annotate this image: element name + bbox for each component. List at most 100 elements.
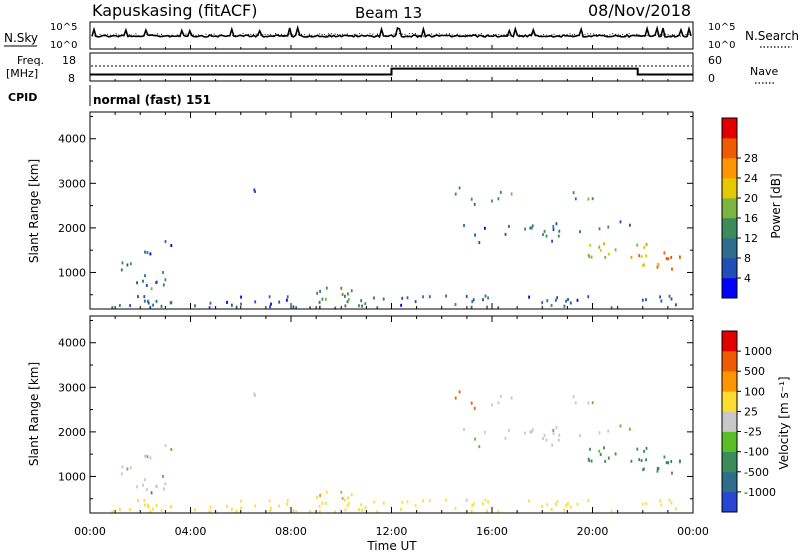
- scatter-cell: [587, 457, 590, 461]
- scatter-cell: [667, 461, 670, 465]
- scatter-cell: [552, 225, 555, 228]
- scatter-cell: [599, 453, 602, 456]
- scatter-cell: [569, 301, 572, 305]
- scatter-cell: [321, 501, 324, 505]
- scatter-cell: [551, 443, 553, 447]
- scatter-cell: [319, 289, 321, 293]
- scatter-cell: [546, 299, 549, 303]
- scatter-cell: [111, 306, 114, 310]
- scatter-cell: [542, 233, 544, 237]
- scatter-cell: [576, 502, 579, 506]
- scatter-cell: [295, 306, 298, 310]
- scatter-cell: [325, 490, 328, 494]
- scatter-cell: [531, 428, 534, 432]
- scatter-cell: [454, 303, 457, 306]
- scatter-cell: [286, 298, 288, 302]
- scatter-cell: [660, 299, 663, 303]
- scatter-cell: [454, 396, 457, 400]
- scatter-cell: [144, 274, 146, 278]
- scatter-cell: [589, 243, 591, 247]
- colorbar-frame: [721, 330, 738, 513]
- scatter-cell: [638, 254, 641, 258]
- scatter-cell: [541, 301, 544, 305]
- scatter-cell: [528, 295, 530, 299]
- scatter-cell: [542, 437, 544, 441]
- scatter-cell: [604, 459, 607, 463]
- scatter-cell: [253, 392, 256, 396]
- scatter-cell: [556, 500, 559, 504]
- scatter-cell: [670, 460, 673, 463]
- x-tick-label: 00:00: [677, 525, 709, 538]
- velocity-colorbar: 1000 500 100 25 -25 -100 -500 -1000: [721, 330, 776, 513]
- colorbar-segment: [722, 198, 737, 219]
- scatter-cell: [563, 304, 566, 308]
- noise-left-tick-bottom: 10^0: [50, 40, 77, 51]
- scatter-cell: [645, 298, 647, 302]
- scatter-cell: [358, 508, 360, 512]
- scatter-cell: [136, 281, 138, 285]
- colorbar-tick-label: -25: [744, 426, 762, 439]
- scatter-cell: [208, 306, 211, 310]
- scatter-cell: [319, 493, 321, 497]
- scatter-cell: [667, 257, 670, 261]
- scatter-cell: [630, 255, 633, 259]
- scatter-cell: [361, 508, 363, 512]
- scatter-cell: [675, 303, 677, 307]
- beam-title: Beam 13: [355, 4, 422, 22]
- colorbar-segment: [722, 371, 737, 392]
- scatter-cell: [142, 279, 144, 283]
- colorbar-tick-label: 500: [744, 365, 765, 378]
- scatter-cell: [645, 242, 648, 246]
- nsearch-label: N.Search: [745, 29, 799, 43]
- scatter-cell: [563, 508, 566, 512]
- scatter-cell: [149, 456, 152, 460]
- scatter-cell: [401, 500, 404, 504]
- scatter-cell: [470, 305, 473, 309]
- scatter-cell: [557, 234, 560, 238]
- scatter-cell: [645, 458, 647, 462]
- scatter-cell: [121, 465, 124, 469]
- scatter-cell: [155, 281, 158, 284]
- scatter-cell: [364, 302, 367, 306]
- scatter-cell: [579, 434, 581, 438]
- nave-label: Nave: [750, 65, 778, 78]
- scatter-cell: [565, 299, 567, 303]
- scatter-cell: [152, 303, 154, 307]
- noise-right-tick-top: 10^5: [708, 22, 735, 33]
- power-panel-frame: [89, 111, 694, 310]
- scatter-cell: [491, 403, 493, 407]
- scatter-cell: [510, 396, 513, 400]
- scatter-cell: [670, 297, 673, 301]
- scatter-cell: [629, 223, 631, 227]
- scatter-cell: [645, 502, 647, 506]
- velocity-heatmap: [111, 390, 681, 514]
- frequency-series: [90, 67, 693, 76]
- scatter-cell: [531, 224, 534, 228]
- x-tick-label: 08:00: [275, 525, 307, 538]
- colorbar-tick-label: -100: [744, 446, 769, 459]
- scatter-cell: [497, 306, 500, 310]
- scatter-cell: [364, 506, 367, 510]
- colorbar-segment: [722, 351, 737, 372]
- scatter-cell: [344, 508, 347, 512]
- x-tick-label: 16:00: [476, 525, 508, 538]
- scatter-cell: [270, 506, 272, 510]
- colorbar-tick-label: 20: [744, 192, 758, 205]
- scatter-cell: [428, 295, 431, 299]
- scatter-cell: [144, 478, 146, 482]
- scatter-cell: [208, 510, 211, 514]
- scatter-cell: [347, 298, 350, 301]
- y-tick-label: 3000: [58, 177, 86, 190]
- nave-tick-60: 60: [708, 54, 722, 67]
- scatter-cell: [129, 262, 132, 266]
- scatter-cell: [340, 286, 343, 290]
- scatter-cell: [656, 262, 659, 266]
- scatter-cell: [499, 394, 502, 398]
- scatter-cell: [321, 297, 324, 301]
- scatter-cell: [269, 305, 271, 309]
- scatter-cell: [569, 505, 572, 509]
- freq-tick-18: 18: [62, 54, 76, 67]
- scatter-cell: [316, 495, 318, 499]
- scatter-cell: [572, 395, 575, 399]
- scatter-cell: [591, 197, 594, 201]
